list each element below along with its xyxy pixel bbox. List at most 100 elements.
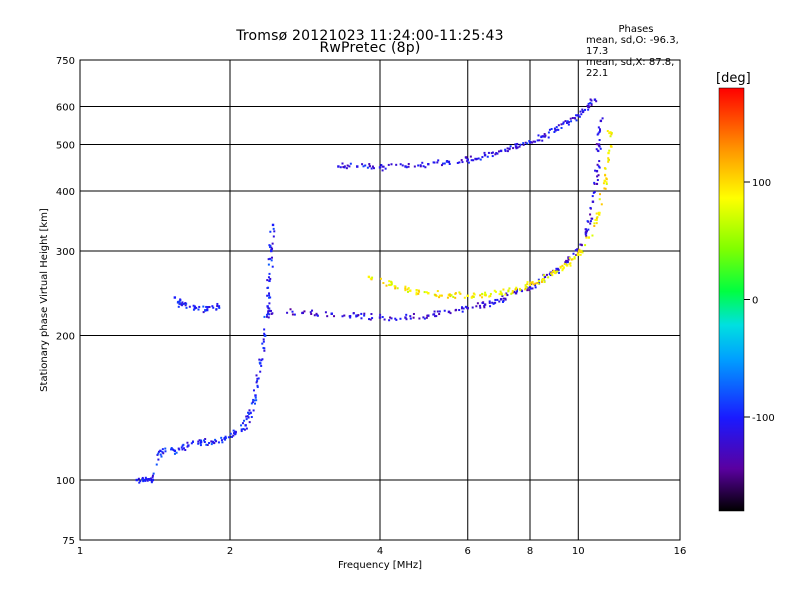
scatter-point: [488, 295, 491, 298]
scatter-point: [585, 235, 588, 238]
scatter-point: [514, 292, 518, 295]
scatter-point: [242, 427, 245, 430]
scatter-point: [161, 448, 164, 451]
scatter-point: [247, 416, 250, 419]
scatter-point: [396, 287, 399, 290]
scatter-point: [470, 296, 473, 299]
scatter-point: [263, 347, 266, 350]
scatter-point: [341, 162, 344, 165]
scatter-point: [593, 182, 596, 185]
scatter-point: [248, 409, 251, 412]
scatter-point: [269, 230, 272, 233]
scatter-point: [534, 140, 537, 143]
scatter-point: [537, 134, 540, 137]
scatter-point: [519, 143, 522, 146]
scatter-point: [268, 279, 271, 283]
scatter-point: [152, 472, 155, 475]
scatter-point: [157, 452, 160, 455]
scatter-point: [454, 292, 457, 295]
scatter-point: [496, 152, 499, 155]
scatter-point: [584, 228, 587, 231]
scatter-point: [543, 274, 546, 277]
scatter-point: [419, 164, 422, 167]
scatter-point: [200, 439, 203, 442]
scatter-point: [378, 166, 382, 169]
scatter-point: [597, 143, 601, 146]
scatter-point: [253, 402, 256, 405]
scatter-point: [557, 271, 560, 274]
scatter-point: [342, 166, 345, 169]
scatter-point: [580, 250, 583, 253]
scatter-point: [553, 127, 556, 130]
scatter-point: [601, 117, 604, 120]
scatter-point: [605, 178, 608, 181]
scatter-point: [598, 139, 601, 142]
scatter-point: [477, 157, 480, 160]
scatter-point: [584, 244, 587, 247]
scatter-point: [606, 130, 609, 133]
scatter-point: [575, 114, 578, 117]
scatter-point: [596, 175, 599, 178]
scatter-point: [199, 444, 202, 447]
scatter-point: [422, 316, 425, 319]
scatter-point: [204, 438, 207, 441]
scatter-point: [526, 142, 529, 145]
scatter-point: [525, 286, 528, 289]
scatter-point: [210, 440, 213, 443]
scatter-point: [269, 246, 272, 249]
scatter-point: [459, 292, 462, 295]
phase-stats-heading: Phases: [618, 24, 654, 35]
scatter-point: [587, 108, 590, 111]
scatter-point: [483, 303, 487, 306]
y-tick-label: 400: [56, 187, 75, 198]
scatter-point: [491, 301, 494, 304]
scatter-point: [407, 287, 410, 290]
scatter-point: [607, 160, 610, 163]
scatter-point: [263, 349, 266, 352]
scatter-point: [569, 262, 572, 265]
scatter-point: [355, 165, 359, 168]
scatter-point: [352, 312, 355, 315]
scatter-point: [534, 284, 537, 287]
scatter-point: [252, 409, 255, 412]
x-tick-label: 16: [674, 546, 687, 557]
scatter-point: [507, 290, 510, 293]
scatter-point: [440, 164, 443, 167]
scatter-point: [556, 267, 559, 270]
scatter-point: [205, 305, 208, 308]
scatter-point: [224, 435, 227, 438]
scatter-point: [188, 305, 191, 308]
scatter-point: [584, 108, 587, 111]
scatter-point: [443, 309, 446, 312]
scatter-point: [446, 160, 449, 163]
scatter-point: [418, 317, 421, 320]
scatter-point: [404, 165, 407, 168]
scatter-point: [399, 317, 402, 320]
scatter-point: [215, 440, 218, 443]
scatter-point: [268, 313, 271, 316]
scatter-point: [575, 253, 578, 256]
scatter-point: [500, 293, 503, 296]
scatter-point: [221, 441, 224, 444]
scatter-point: [229, 432, 232, 435]
scatter-point: [415, 291, 418, 294]
scatter-point: [404, 316, 407, 319]
scatter-point: [157, 458, 160, 461]
scatter-point: [511, 290, 514, 293]
scatter-point: [193, 305, 196, 308]
scatter-point: [197, 308, 200, 311]
scatter-point: [253, 399, 256, 402]
scatter-point: [361, 163, 364, 166]
scatter-point: [378, 316, 382, 319]
scatter-point: [271, 265, 274, 268]
scatter-point: [492, 302, 495, 305]
scatter-point: [447, 310, 451, 314]
scatter-point: [577, 114, 580, 117]
scatter-point: [600, 203, 603, 206]
scatter-point: [255, 374, 258, 377]
scatter-point: [481, 302, 484, 305]
scatter-point: [591, 234, 594, 237]
scatter-point: [214, 438, 217, 441]
scatter-point: [519, 289, 522, 292]
scatter-point: [466, 307, 469, 310]
